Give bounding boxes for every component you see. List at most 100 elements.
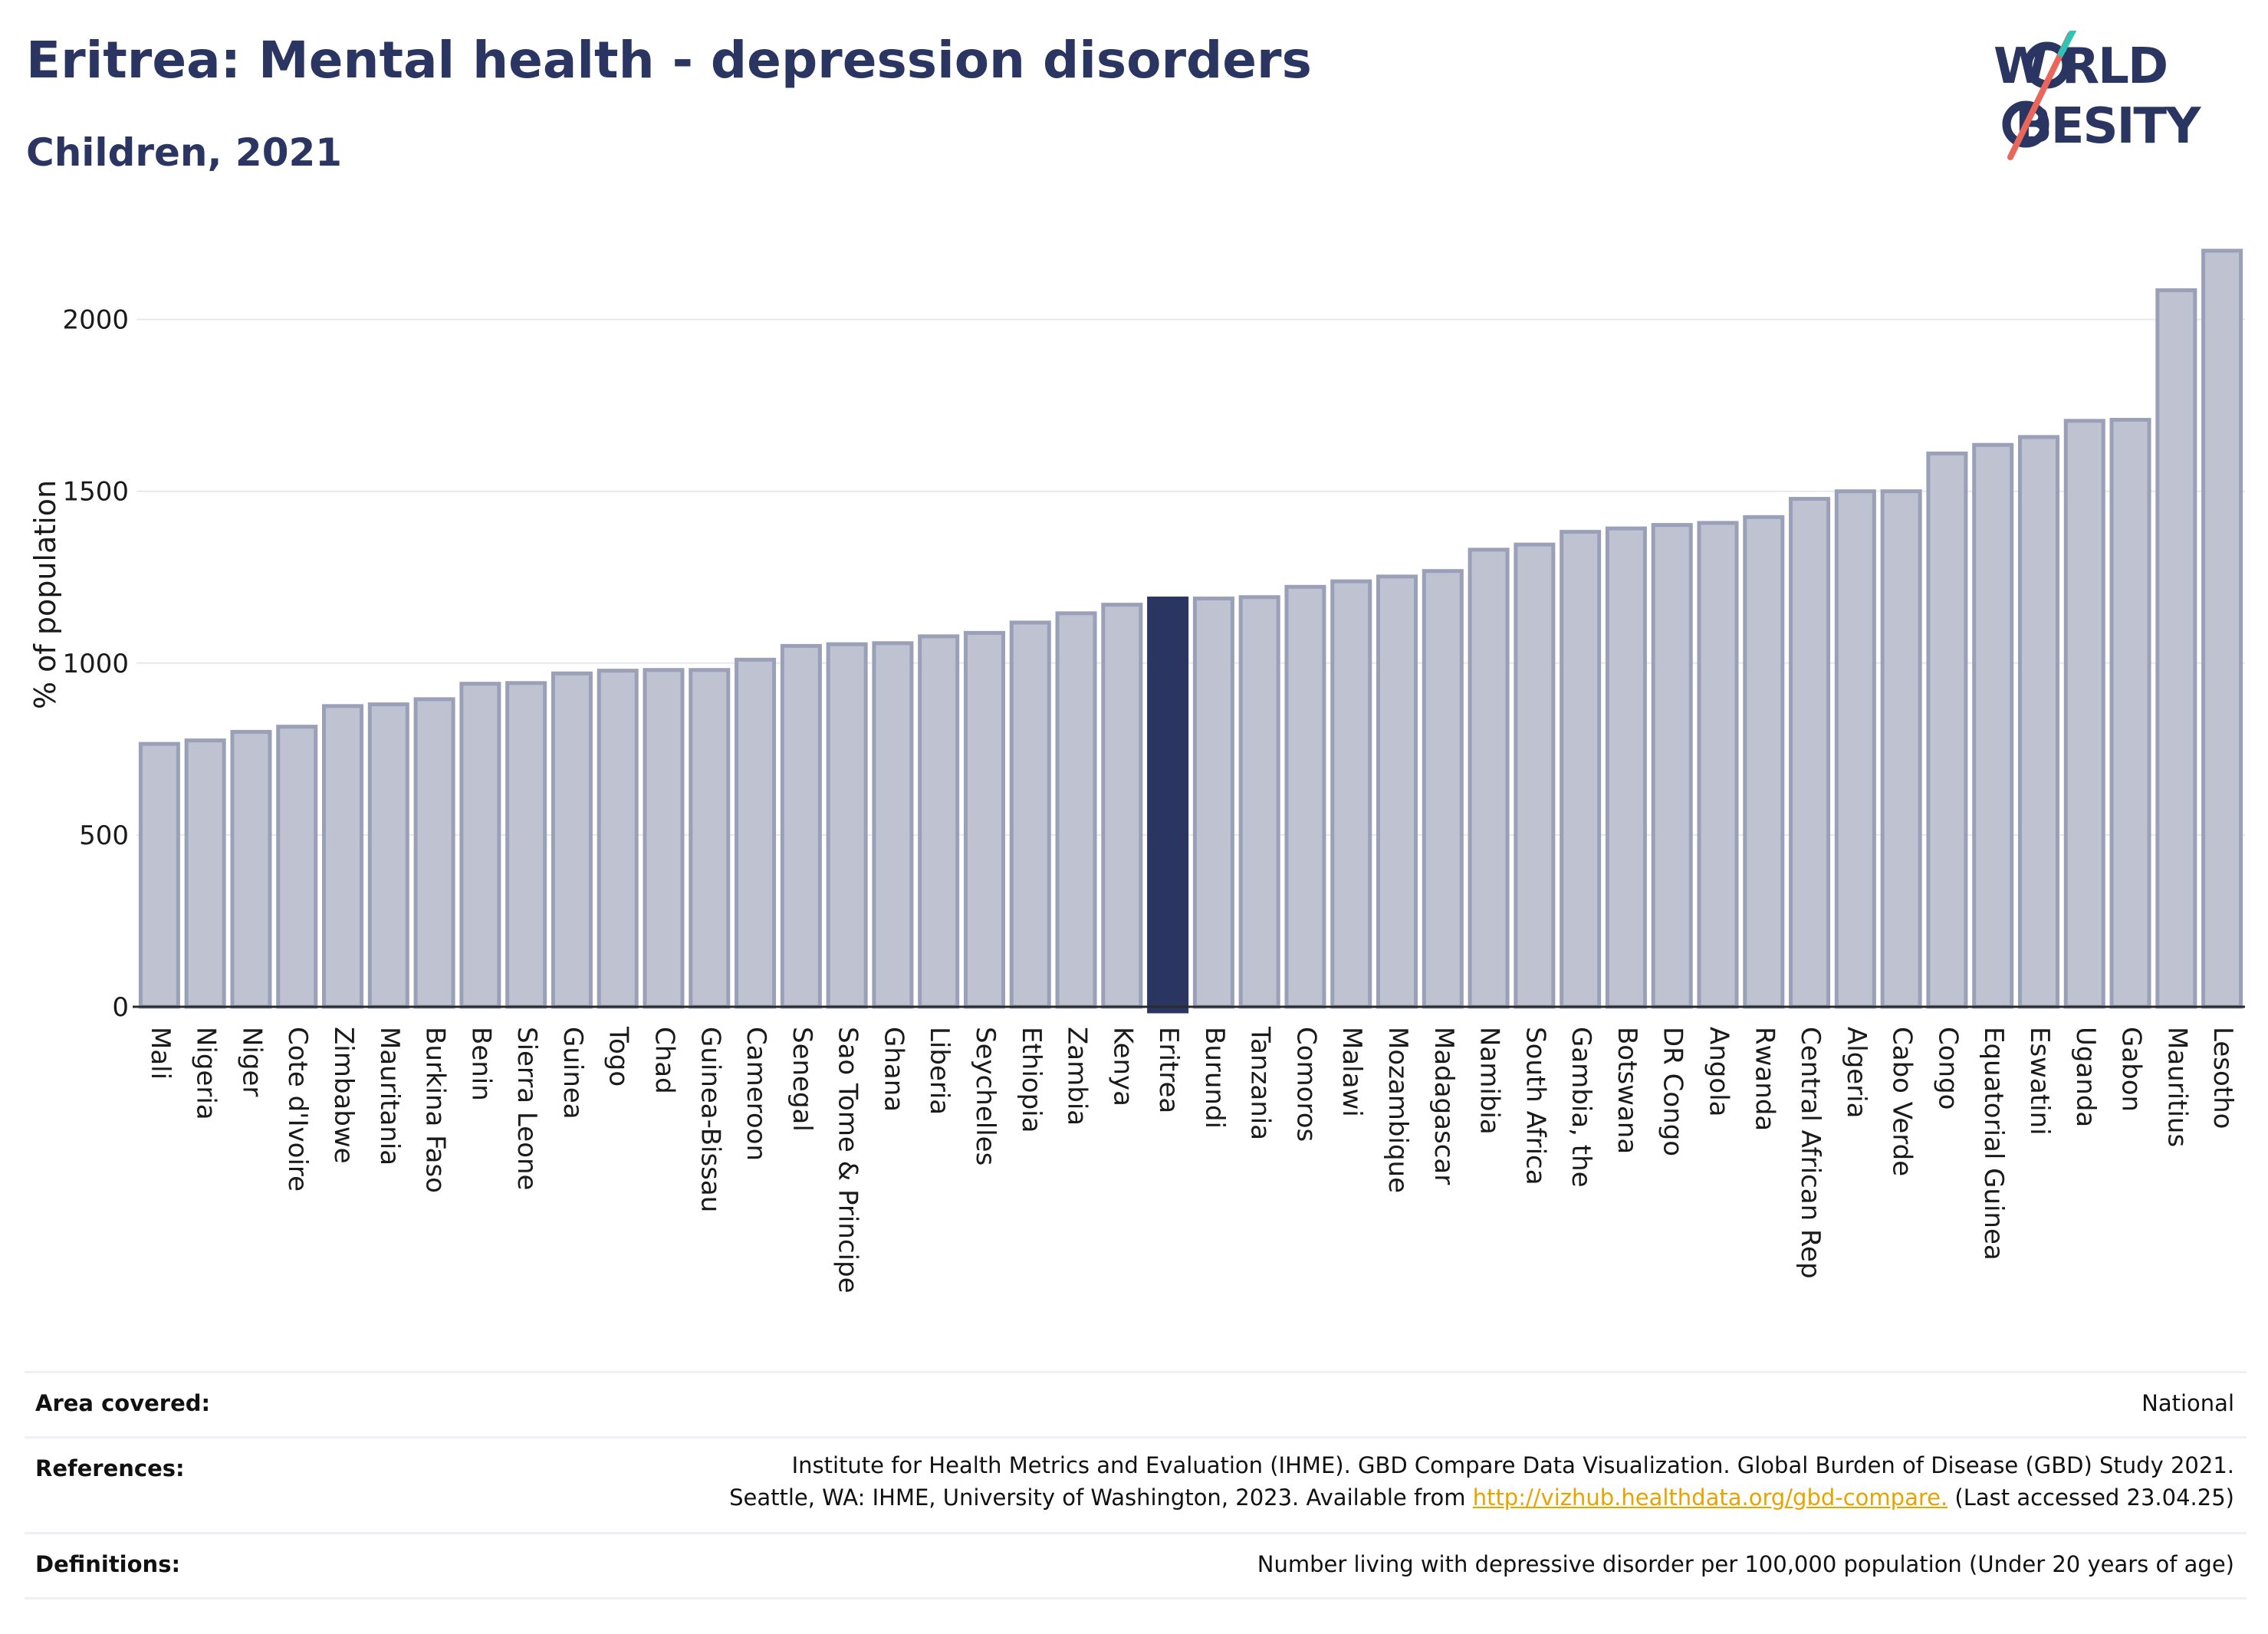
x-tick-label: Mozambique [1382, 1027, 1413, 1193]
x-tick-label: Gambia, the [1566, 1027, 1596, 1188]
world-obesity-logo: W RLD BESITY [1994, 31, 2203, 160]
references-text: Institute for Health Metrics and Evaluat… [729, 1449, 2234, 1514]
bar-angola [1697, 521, 1739, 1009]
footer-row-references: References: Institute for Health Metrics… [25, 1436, 2247, 1532]
bar-rwanda [1743, 515, 1785, 1009]
bar-madagascar [1422, 569, 1464, 1009]
bar-burkina-faso [413, 697, 455, 1009]
bar-south-africa [1514, 542, 1556, 1009]
footer-table: Area covered: National References: Insti… [25, 1371, 2247, 1599]
x-axis-labels: Mali Nigeria Niger Cote d'Ivoire Zimbabwe Mau… [145, 1026, 2238, 1294]
x-tick-label: Comoros [1290, 1027, 1321, 1142]
x-tick-label: Rwanda [1749, 1027, 1780, 1131]
x-tick-label: Cote d'Ivoire [282, 1027, 313, 1192]
x-tick-label: Madagascar [1428, 1027, 1459, 1185]
x-tick-label: Mali [145, 1027, 176, 1080]
y-tick-label: 1000 [62, 649, 129, 679]
definitions-value: Number living with depressive disorder p… [1257, 1551, 2234, 1577]
x-tick-label: DR Congo [1658, 1027, 1688, 1156]
x-tick-label: Benin [465, 1027, 496, 1101]
bar-guinea [551, 671, 593, 1009]
bar-mauritius [2155, 288, 2197, 1009]
y-tick-label: 1500 [62, 477, 129, 508]
x-tick-label: Mauritius [2161, 1027, 2192, 1147]
bar-senegal [780, 643, 822, 1009]
references-line-2-pre: Seattle, WA: IHME, University of Washing… [729, 1484, 1473, 1511]
x-tick-label: Nigeria [191, 1027, 222, 1120]
x-tick-label: Mauritania [374, 1027, 405, 1165]
x-tick-label: Ghana [878, 1027, 909, 1112]
x-tick-label: Sao Tome & Principe [833, 1027, 863, 1294]
bar-kenya [1101, 603, 1143, 1009]
y-axis-ticks: 0 500 1000 1500 2000 [62, 305, 129, 1023]
bar-chad [643, 668, 685, 1009]
bar-benin [459, 682, 501, 1009]
bar-zambia [1055, 611, 1097, 1009]
y-axis-title: % of population [28, 480, 62, 709]
x-tick-label: Lesotho [2207, 1027, 2238, 1129]
chart-title: Eritrea: Mental health - depression diso… [26, 31, 1312, 90]
x-tick-label: Central African Rep [1795, 1027, 1826, 1279]
bar-cabo-verde [1880, 489, 1922, 1009]
x-tick-label: Burundi [1199, 1027, 1230, 1129]
x-tick-label: Botswana [1612, 1027, 1642, 1154]
bar-congo [1926, 451, 1968, 1009]
y-tick-label: 0 [112, 992, 129, 1023]
bar-equatorial-guinea [1972, 442, 2014, 1009]
bars [138, 248, 2243, 1014]
bar-cameroon [735, 657, 777, 1009]
bar-mauritania [367, 702, 409, 1009]
logo-slash-teal [2058, 31, 2077, 57]
definitions-label: Definitions: [35, 1551, 181, 1577]
logo-line-1: W RLD [1994, 38, 2167, 95]
x-tick-label: Seychelles [970, 1027, 1001, 1165]
x-tick-label: Tanzania [1245, 1026, 1276, 1140]
bar-algeria [1834, 489, 1876, 1009]
bar-niger [230, 729, 272, 1009]
x-tick-label: Algeria [1841, 1027, 1872, 1118]
bar-ethiopia [1009, 620, 1051, 1009]
x-tick-label: Uganda [2070, 1027, 2101, 1127]
x-tick-label: Malawi [1336, 1027, 1367, 1117]
x-tick-label: Angola [1704, 1027, 1734, 1116]
logo-o-ring-2 [2002, 100, 2049, 148]
bar-cote-d-ivoire [276, 725, 318, 1009]
x-tick-label: South Africa [1520, 1027, 1550, 1185]
x-tick-label: Eswatini [2024, 1027, 2055, 1136]
bar-eritrea [1147, 597, 1189, 1014]
area-covered-label: Area covered: [35, 1390, 211, 1416]
bar-zimbabwe [322, 704, 364, 1009]
bar-eswatini [2017, 435, 2059, 1009]
x-tick-label: Equatorial Guinea [1978, 1027, 2009, 1261]
x-tick-label: Guinea [557, 1027, 588, 1119]
bar-botswana [1605, 526, 1647, 1009]
bar-sierra-leone [505, 681, 547, 1009]
bar-dr-congo [1651, 523, 1693, 1009]
footer-row-definitions: Definitions: Number living with depressi… [25, 1532, 2247, 1599]
references-line-2-post: (Last accessed 23.04.25) [1948, 1484, 2234, 1511]
x-tick-label: Liberia [924, 1027, 955, 1115]
bar-seychelles [963, 630, 1005, 1009]
references-line-1: Institute for Health Metrics and Evaluat… [791, 1452, 2234, 1478]
bar-comoros [1284, 584, 1326, 1009]
x-tick-label: Zambia [1062, 1027, 1093, 1126]
bar-ghana [872, 641, 914, 1009]
area-covered-value: National [2141, 1390, 2234, 1416]
bar-tanzania [1238, 595, 1280, 1009]
bar-sao-tome-principe [826, 642, 868, 1009]
x-tick-label: Zimbabwe [328, 1027, 359, 1164]
bar-namibia [1468, 547, 1510, 1009]
references-link[interactable]: http://vizhub.healthdata.org/gbd-compare… [1472, 1484, 1948, 1511]
bar-malawi [1330, 579, 1372, 1009]
bar-nigeria [184, 738, 226, 1009]
x-tick-label: Gabon [2116, 1027, 2147, 1112]
y-tick-label: 500 [79, 820, 129, 851]
bar-chart: 0 500 1000 1500 2000 Mali Nigeria Niger Cote d'… [28, 248, 2245, 1294]
bar-gabon [2109, 417, 2151, 1009]
x-tick-label: Chad [649, 1027, 680, 1094]
x-tick-label: Cameroon [741, 1027, 771, 1161]
x-tick-label: Burkina Faso [420, 1027, 451, 1193]
bar-guinea-bissau [689, 668, 731, 1009]
x-tick-label: Senegal [787, 1027, 817, 1132]
x-tick-label: Ethiopia [1016, 1027, 1047, 1133]
